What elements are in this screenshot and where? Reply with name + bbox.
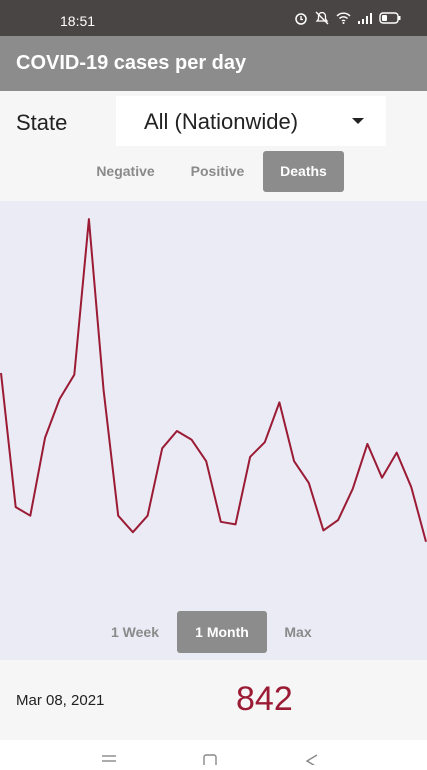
status-icons bbox=[294, 11, 401, 25]
mute-icon bbox=[314, 11, 330, 25]
tab-deaths[interactable]: Deaths bbox=[263, 151, 344, 192]
system-nav-bar bbox=[0, 740, 427, 768]
back-icon[interactable] bbox=[304, 752, 320, 770]
line-chart bbox=[0, 218, 427, 542]
state-dropdown[interactable]: All (Nationwide) bbox=[116, 96, 386, 146]
chart-area: 1 Week 1 Month Max bbox=[0, 201, 427, 660]
menu-icon[interactable] bbox=[100, 752, 118, 770]
status-bar: 18:51 bbox=[0, 0, 427, 36]
battery-icon bbox=[379, 12, 401, 24]
series-line bbox=[0, 218, 427, 542]
wifi-icon bbox=[336, 12, 351, 24]
app-title: COVID-19 cases per day bbox=[16, 52, 247, 74]
range-1-week[interactable]: 1 Week bbox=[111, 624, 159, 640]
caret-down-icon bbox=[352, 118, 364, 124]
state-row: State All (Nationwide) bbox=[0, 91, 427, 151]
case-type-tabs: Negative Positive Deaths bbox=[0, 151, 427, 201]
range-1-month[interactable]: 1 Month bbox=[177, 611, 267, 653]
footer-summary: Mar 08, 2021 842 bbox=[0, 660, 427, 740]
state-label: State bbox=[16, 110, 68, 135]
tab-negative[interactable]: Negative bbox=[96, 163, 155, 179]
state-selected-value: All (Nationwide) bbox=[144, 109, 299, 134]
signal-icon bbox=[357, 12, 373, 24]
alarm-icon bbox=[294, 11, 308, 25]
tab-positive[interactable]: Positive bbox=[190, 163, 245, 179]
home-icon[interactable] bbox=[202, 752, 218, 770]
app-bar: COVID-19 cases per day bbox=[0, 36, 427, 91]
status-time: 18:51 bbox=[60, 13, 96, 29]
selected-value: 842 bbox=[236, 680, 293, 718]
selected-date: Mar 08, 2021 bbox=[16, 692, 105, 709]
range-max[interactable]: Max bbox=[284, 624, 312, 640]
